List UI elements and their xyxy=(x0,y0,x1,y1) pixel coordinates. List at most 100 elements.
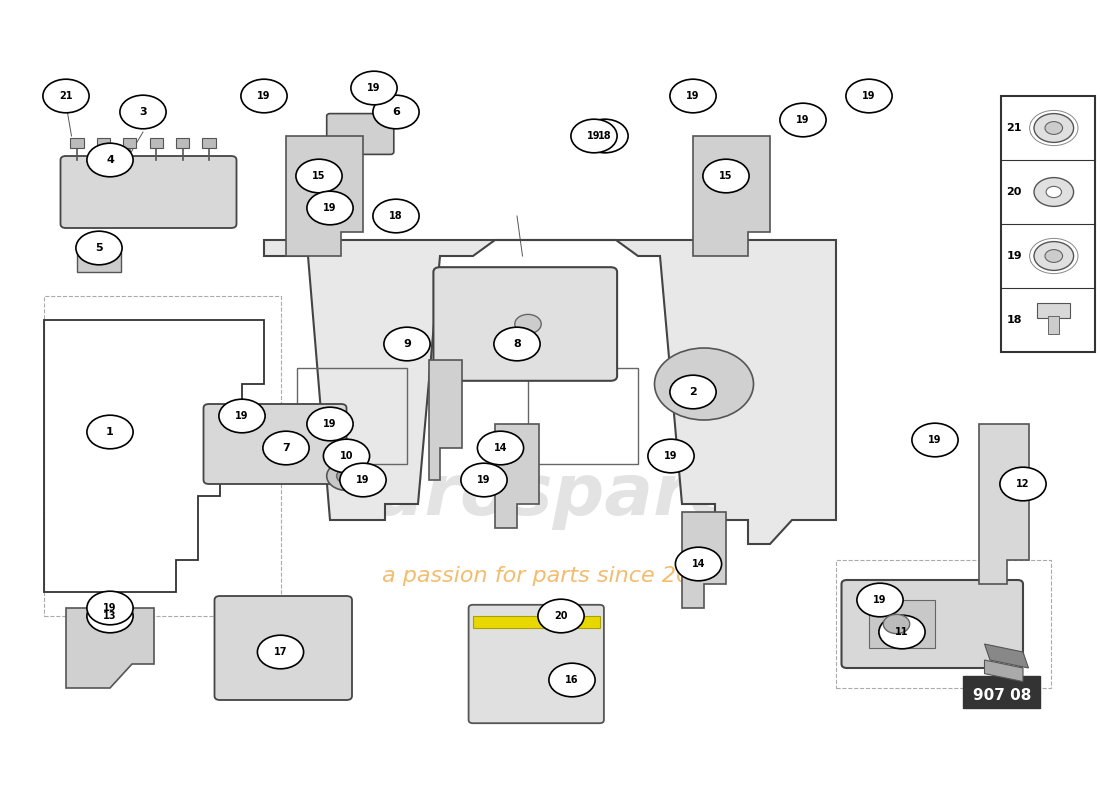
Text: 19: 19 xyxy=(477,475,491,485)
Bar xyxy=(97,138,110,148)
FancyBboxPatch shape xyxy=(842,580,1023,668)
Circle shape xyxy=(515,314,541,334)
Bar xyxy=(1048,316,1059,334)
Text: 6: 6 xyxy=(392,107,400,117)
Text: 19: 19 xyxy=(928,435,942,445)
FancyBboxPatch shape xyxy=(433,267,617,381)
Bar xyxy=(473,616,600,628)
Text: 18: 18 xyxy=(389,211,403,221)
Circle shape xyxy=(43,79,89,113)
Text: 20: 20 xyxy=(1006,187,1022,197)
Text: 3: 3 xyxy=(140,107,146,117)
Circle shape xyxy=(263,431,309,465)
Text: 20: 20 xyxy=(554,611,568,621)
Circle shape xyxy=(883,614,910,634)
Text: 15: 15 xyxy=(719,171,733,181)
Polygon shape xyxy=(66,608,154,688)
Circle shape xyxy=(494,327,540,361)
Text: eurosparcs: eurosparcs xyxy=(324,462,776,530)
Bar xyxy=(150,138,163,148)
Text: 18: 18 xyxy=(1006,315,1022,325)
Text: 19: 19 xyxy=(587,131,601,141)
Circle shape xyxy=(654,348,754,420)
Bar xyxy=(869,600,935,648)
Polygon shape xyxy=(264,240,836,544)
Bar xyxy=(176,138,189,148)
Circle shape xyxy=(670,375,716,409)
Circle shape xyxy=(120,95,166,129)
Text: 1: 1 xyxy=(106,427,114,437)
Bar xyxy=(1037,303,1070,318)
Circle shape xyxy=(241,79,287,113)
Text: 18: 18 xyxy=(598,131,612,141)
Circle shape xyxy=(76,231,122,265)
Circle shape xyxy=(307,191,353,225)
Text: 9: 9 xyxy=(403,339,411,349)
Circle shape xyxy=(879,615,925,649)
Text: 19: 19 xyxy=(257,91,271,101)
FancyBboxPatch shape xyxy=(469,605,604,723)
Text: 907 08: 907 08 xyxy=(974,689,1032,703)
Text: 8: 8 xyxy=(513,339,521,349)
Text: 21: 21 xyxy=(1006,123,1022,133)
Text: 19: 19 xyxy=(323,419,337,429)
Text: 19: 19 xyxy=(796,115,810,125)
Text: 19: 19 xyxy=(873,595,887,605)
Circle shape xyxy=(1045,250,1063,262)
Circle shape xyxy=(780,103,826,137)
Circle shape xyxy=(327,462,366,490)
Polygon shape xyxy=(682,512,726,608)
Circle shape xyxy=(571,119,617,153)
FancyBboxPatch shape xyxy=(60,156,236,228)
Circle shape xyxy=(87,415,133,449)
Circle shape xyxy=(323,439,370,473)
Circle shape xyxy=(340,463,386,497)
Text: 19: 19 xyxy=(1006,251,1022,261)
Circle shape xyxy=(337,469,356,483)
Bar xyxy=(77,252,121,272)
Text: 12: 12 xyxy=(1016,479,1030,489)
Circle shape xyxy=(1045,122,1063,134)
Circle shape xyxy=(373,95,419,129)
Text: 19: 19 xyxy=(367,83,381,93)
Circle shape xyxy=(257,635,304,669)
FancyBboxPatch shape xyxy=(962,676,1040,708)
Text: 17: 17 xyxy=(274,647,287,657)
Text: 19: 19 xyxy=(862,91,876,101)
Text: 15: 15 xyxy=(312,171,326,181)
Circle shape xyxy=(461,463,507,497)
Polygon shape xyxy=(984,644,1028,668)
Circle shape xyxy=(351,71,397,105)
Text: 10: 10 xyxy=(340,451,353,461)
Bar xyxy=(836,560,1050,688)
Circle shape xyxy=(1046,186,1062,198)
Circle shape xyxy=(219,399,265,433)
Circle shape xyxy=(384,327,430,361)
Circle shape xyxy=(87,143,133,177)
Text: 19: 19 xyxy=(664,451,678,461)
Text: 2: 2 xyxy=(689,387,697,397)
Text: 13: 13 xyxy=(103,611,117,621)
Circle shape xyxy=(1000,467,1046,501)
Circle shape xyxy=(582,119,628,153)
Text: 19: 19 xyxy=(103,603,117,613)
Circle shape xyxy=(549,663,595,697)
Polygon shape xyxy=(693,136,770,256)
Circle shape xyxy=(670,79,716,113)
Circle shape xyxy=(296,159,342,193)
Bar xyxy=(1001,96,1094,352)
Text: 11: 11 xyxy=(895,627,909,637)
Polygon shape xyxy=(984,660,1023,682)
FancyBboxPatch shape xyxy=(327,114,394,154)
Text: 14: 14 xyxy=(494,443,507,453)
Circle shape xyxy=(87,599,133,633)
Circle shape xyxy=(373,199,419,233)
Text: 14: 14 xyxy=(692,559,705,569)
Text: 4: 4 xyxy=(106,155,114,165)
Circle shape xyxy=(1034,178,1074,206)
Circle shape xyxy=(87,591,133,625)
Circle shape xyxy=(846,79,892,113)
Text: 5: 5 xyxy=(96,243,102,253)
Text: a passion for parts since 2005: a passion for parts since 2005 xyxy=(382,566,718,586)
FancyBboxPatch shape xyxy=(214,596,352,700)
